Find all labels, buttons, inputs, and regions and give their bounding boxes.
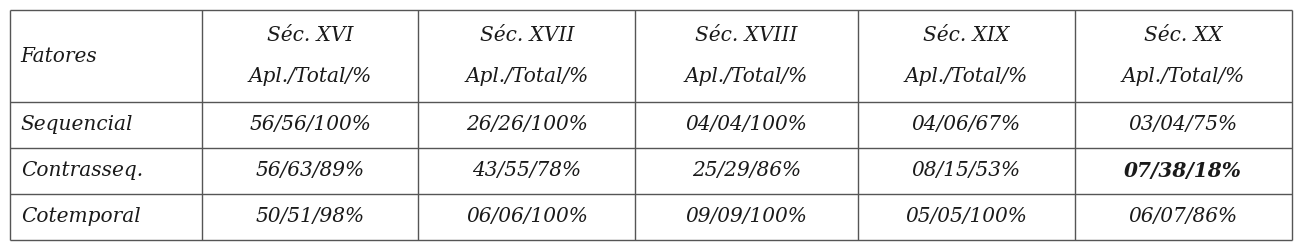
Text: Contrasseq.: Contrasseq. xyxy=(21,162,143,180)
Text: 07/38/18%: 07/38/18% xyxy=(1124,161,1242,181)
Text: 06/07/86%: 06/07/86% xyxy=(1128,208,1237,227)
Text: 56/63/89%: 56/63/89% xyxy=(256,162,365,180)
Text: 09/09/100%: 09/09/100% xyxy=(685,208,807,227)
Text: Séc. XIX: Séc. XIX xyxy=(923,26,1010,45)
Text: 05/05/100%: 05/05/100% xyxy=(905,208,1027,227)
Text: 04/06/67%: 04/06/67% xyxy=(911,116,1020,134)
Text: 03/04/75%: 03/04/75% xyxy=(1128,116,1237,134)
Text: Sequencial: Sequencial xyxy=(21,116,134,134)
Text: 50/51/98%: 50/51/98% xyxy=(256,208,365,227)
Text: 04/04/100%: 04/04/100% xyxy=(685,116,807,134)
Text: 06/06/100%: 06/06/100% xyxy=(466,208,588,227)
Text: Séc. XVII: Séc. XVII xyxy=(480,26,574,45)
Text: 26/26/100%: 26/26/100% xyxy=(466,116,588,134)
Text: Séc. XX: Séc. XX xyxy=(1144,26,1223,45)
Text: Cotemporal: Cotemporal xyxy=(21,208,140,227)
Text: Apl./Total/%: Apl./Total/% xyxy=(248,67,371,86)
Text: Séc. XVIII: Séc. XVIII xyxy=(696,26,798,45)
Text: Apl./Total/%: Apl./Total/% xyxy=(466,67,588,86)
Text: Apl./Total/%: Apl./Total/% xyxy=(905,67,1028,86)
Text: Fatores: Fatores xyxy=(21,46,97,66)
Text: Apl./Total/%: Apl./Total/% xyxy=(1121,67,1245,86)
Text: 43/55/78%: 43/55/78% xyxy=(472,162,582,180)
Text: 56/56/100%: 56/56/100% xyxy=(249,116,371,134)
Text: 25/29/86%: 25/29/86% xyxy=(692,162,801,180)
Text: 08/15/53%: 08/15/53% xyxy=(911,162,1020,180)
Text: Apl./Total/%: Apl./Total/% xyxy=(685,67,809,86)
Text: Séc. XVI: Séc. XVI xyxy=(267,26,353,45)
